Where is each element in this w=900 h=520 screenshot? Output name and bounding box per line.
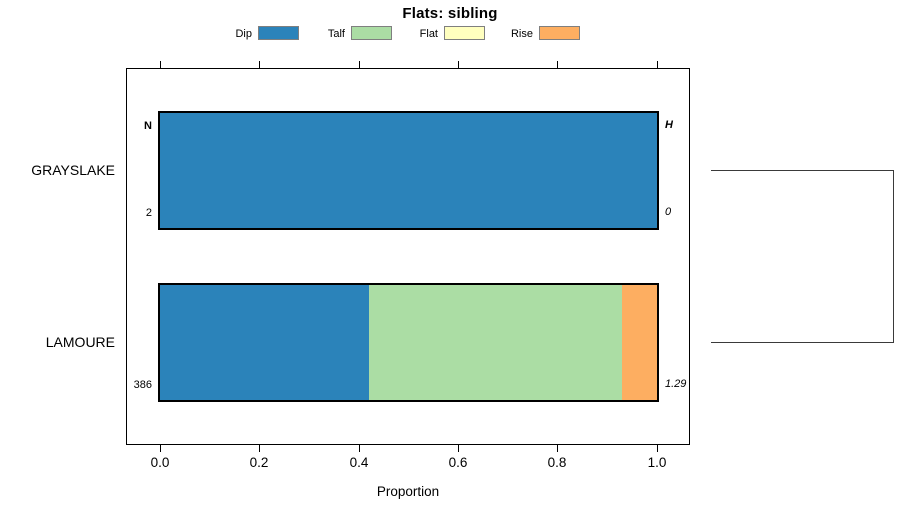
legend-label: Talf — [327, 28, 345, 40]
x-tick-label: 1.0 — [647, 455, 667, 470]
legend-swatch — [444, 26, 485, 40]
bar-segment-grayslake-dip — [158, 111, 659, 230]
dendrogram-line-top — [711, 170, 893, 171]
dendrogram-line-bottom — [711, 342, 893, 343]
x-axis-label: Proportion — [376, 484, 440, 499]
legend-item-rise: Rise — [499, 26, 581, 42]
plot-box — [126, 68, 690, 445]
legend-swatch — [351, 26, 392, 40]
legend-label: Dip — [235, 28, 252, 40]
legend-item-talf: Talf — [311, 26, 393, 42]
category-label-lamoure: LAMOURE — [45, 333, 115, 350]
axis-tick-bottom — [458, 445, 459, 452]
annotation-n-value-grayslake: 2 — [145, 207, 152, 219]
axis-tick-bottom — [557, 445, 558, 452]
x-tick-label: 0.0 — [150, 455, 170, 470]
axis-tick-top — [657, 61, 658, 68]
legend-swatch — [539, 26, 580, 40]
axis-tick-top — [458, 61, 459, 68]
annotation-h-header: H — [665, 119, 673, 131]
axis-tick-bottom — [359, 445, 360, 452]
bar-segment-lamoure-rise — [622, 283, 659, 402]
axis-tick-top — [359, 61, 360, 68]
legend-label: Flat — [419, 28, 438, 40]
annotation-h-value-lamoure: 1.29 — [665, 378, 687, 390]
x-tick-label: 0.2 — [249, 455, 269, 470]
axis-tick-bottom — [160, 445, 161, 452]
axis-tick-bottom — [657, 445, 658, 452]
category-label-grayslake: GRAYSLAKE — [31, 161, 115, 178]
annotation-h-value-grayslake: 0 — [665, 206, 672, 218]
legend-item-dip: Dip — [218, 26, 300, 42]
x-tick-label: 0.4 — [349, 455, 369, 470]
axis-tick-top — [160, 61, 161, 68]
axis-tick-top — [557, 61, 558, 68]
annotation-n-header: N — [144, 120, 152, 132]
bar-segment-lamoure-dip — [158, 283, 371, 402]
annotation-n-value-lamoure: 386 — [133, 379, 152, 391]
legend-label: Rise — [510, 28, 533, 40]
bar-segment-lamoure-talf — [369, 283, 624, 402]
chart-title: Flats: sibling — [402, 5, 498, 22]
dendrogram-line-join — [893, 170, 894, 343]
legend: Dip Talf Flat Rise — [0, 26, 900, 42]
x-tick-label: 0.6 — [448, 455, 468, 470]
legend-item-flat: Flat — [404, 26, 486, 42]
x-tick-label: 0.8 — [547, 455, 567, 470]
axis-tick-top — [259, 61, 260, 68]
axis-tick-bottom — [259, 445, 260, 452]
legend-swatch — [258, 26, 299, 40]
